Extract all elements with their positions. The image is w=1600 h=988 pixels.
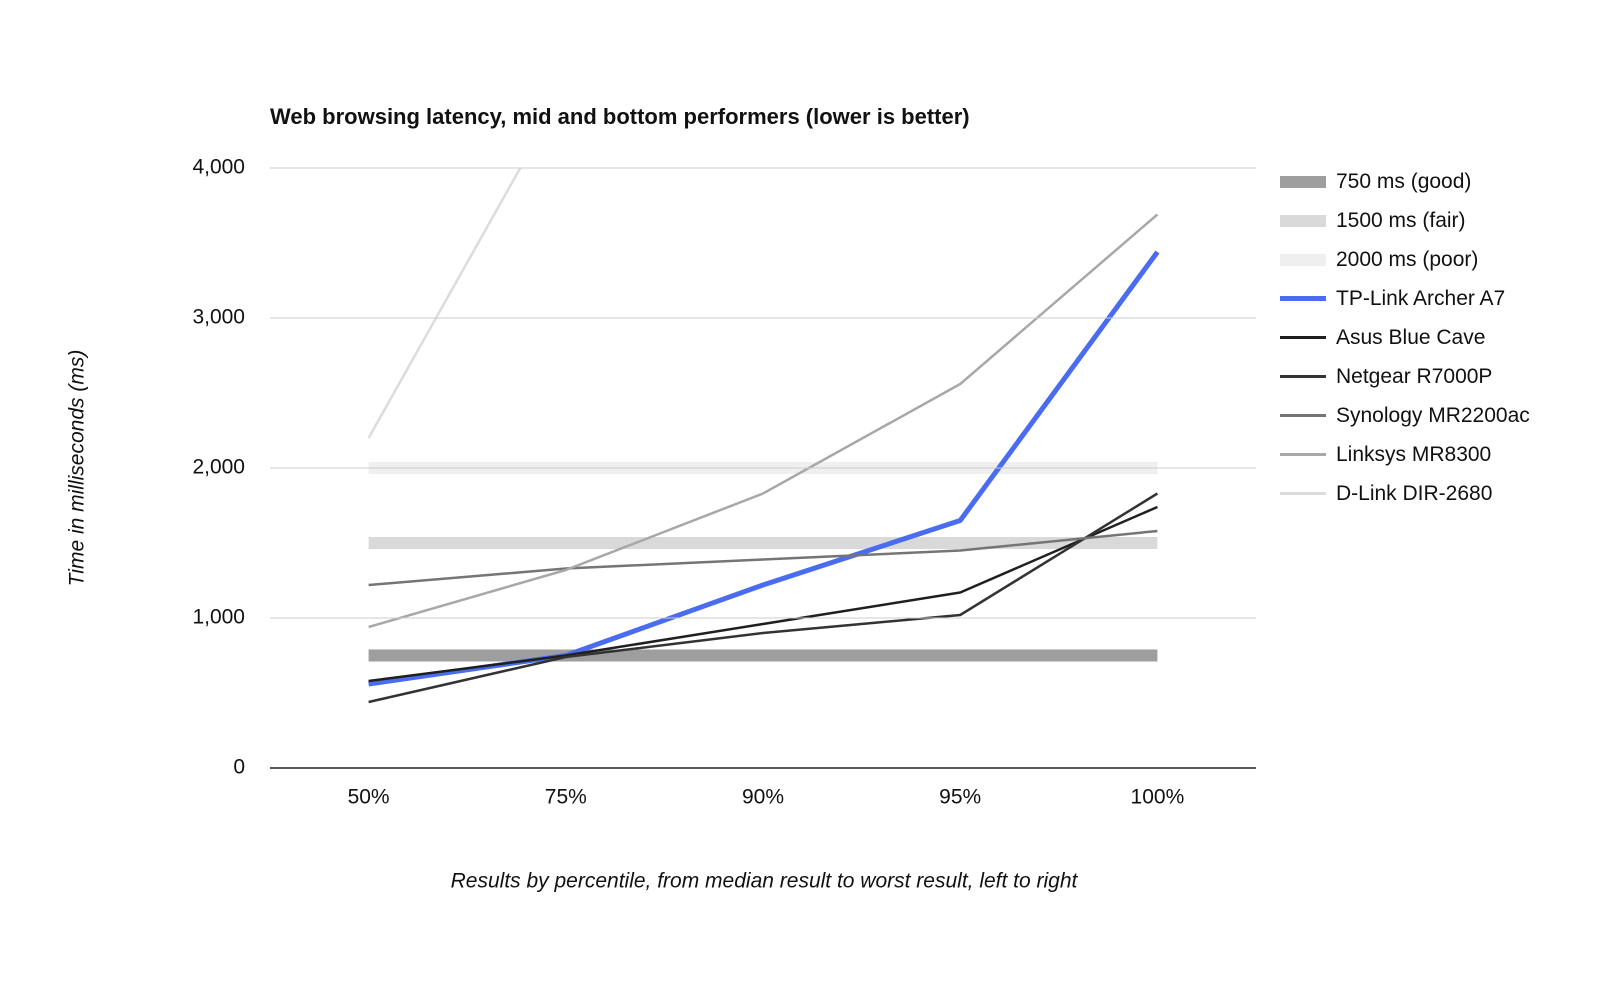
series-line: [368, 529, 1158, 587]
legend: 750 ms (good) 1500 ms (fair) 2000 ms (poor…: [1280, 162, 1580, 513]
x-tick-label: 75%: [545, 786, 587, 809]
y-tick-label: 0: [233, 756, 245, 779]
legend-label: Synology MR2200ac: [1336, 403, 1530, 427]
legend-label: TP-Link Archer A7: [1336, 286, 1506, 310]
x-tick-label: 90%: [742, 786, 784, 809]
series-line: [368, 505, 1158, 683]
legend-swatch: [1280, 375, 1326, 378]
chart-title: Web browsing latency, mid and bottom per…: [270, 104, 970, 129]
legend-label: Asus Blue Cave: [1336, 325, 1486, 349]
y-tick-label: 4,000: [192, 156, 245, 179]
legend-entry: TP-Link Archer A7: [1280, 279, 1580, 318]
y-axis-title: Time in milliseconds (ms): [66, 350, 89, 587]
legend-label: 750 ms (good): [1336, 169, 1472, 193]
legend-swatch: [1280, 336, 1326, 339]
legend-swatch: [1280, 492, 1326, 495]
legend-label: Netgear R7000P: [1336, 364, 1493, 388]
y-tick-label: 3,000: [192, 306, 245, 329]
legend-entry: 2000 ms (poor): [1280, 240, 1580, 279]
legend-label: 2000 ms (poor): [1336, 247, 1479, 271]
plot-area: [367, 168, 1160, 704]
legend-label: D-Link DIR-2680: [1336, 481, 1493, 505]
y-tick-label: 1,000: [192, 606, 245, 629]
legend-entry: D-Link DIR-2680: [1280, 474, 1580, 513]
x-tick-label: 95%: [939, 786, 981, 809]
legend-entry: Asus Blue Cave: [1280, 318, 1580, 357]
x-tick-label: 100%: [1131, 786, 1185, 809]
legend-swatch: [1280, 296, 1326, 301]
legend-swatch: [1280, 214, 1326, 227]
legend-label: 1500 ms (fair): [1336, 208, 1466, 232]
legend-entry: Netgear R7000P: [1280, 357, 1580, 396]
series-line: [368, 492, 1159, 704]
x-axis-title: Results by percentile, from median resul…: [451, 870, 1079, 893]
legend-label: Linksys MR8300: [1336, 442, 1492, 466]
x-tick-label: 50%: [348, 786, 390, 809]
legend-swatch: [1280, 175, 1326, 188]
legend-swatch: [1280, 414, 1326, 417]
legend-entry: Linksys MR8300: [1280, 435, 1580, 474]
legend-swatch: [1280, 253, 1326, 266]
y-tick-label: 2,000: [192, 456, 245, 479]
legend-entry: Synology MR2200ac: [1280, 396, 1580, 435]
legend-entry: 750 ms (good): [1280, 162, 1580, 201]
series-line: [368, 213, 1159, 629]
legend-entry: 1500 ms (fair): [1280, 201, 1580, 240]
legend-swatch: [1280, 453, 1326, 456]
series-line: [367, 168, 522, 439]
